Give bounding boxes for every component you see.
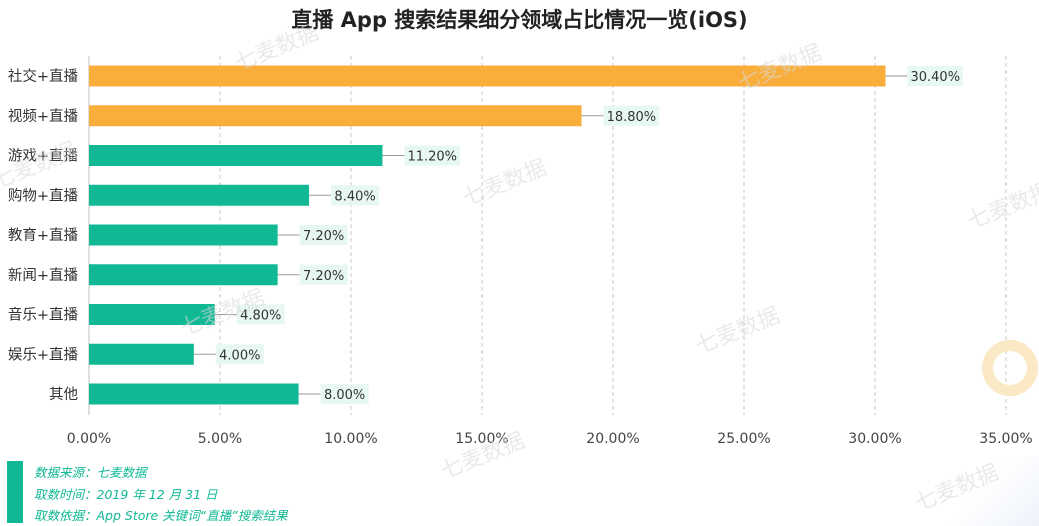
data-label: 8.00% [324,388,365,403]
data-label-bg [331,185,380,206]
x-tick-label: 15.00% [455,431,508,447]
data-label: 7.20% [303,269,344,284]
x-tick-label: 5.00% [198,431,242,447]
category-label: 教育+直播 [8,227,79,244]
data-label-bg [299,264,348,285]
bar [89,145,383,166]
category-label: 音乐+直播 [8,307,79,324]
data-label-bg [299,225,348,245]
category-label: 娱乐+直播 [8,346,79,363]
category-label: 社交+直播 [8,67,79,85]
bar [89,383,299,405]
x-tick-label: 10.00% [324,431,377,447]
data-label-bg [215,344,264,365]
footer-time: 取数时间：2019 年 12 月 31 日 [34,487,218,502]
decorative-corner [949,456,1039,526]
data-label-bg [404,145,461,166]
bar [89,184,310,206]
data-label: 18.80% [607,110,657,125]
x-tick-label: 0.00% [67,431,111,447]
x-tick-label: 25.00% [717,431,770,447]
category-label: 游戏+直播 [8,148,79,165]
data-label: 11.20% [407,150,457,165]
category-label: 新闻+直播 [8,267,79,284]
x-tick-label: 30.00% [848,431,901,447]
footer-accent-bar [7,461,23,523]
bar [89,304,215,325]
x-tick-label: 20.00% [586,431,639,447]
data-label: 4.80% [240,309,281,324]
category-label: 其他 [49,386,78,403]
data-label-bg [603,105,660,126]
data-label: 8.40% [334,189,375,204]
footer-source: 数据来源：七麦数据 [34,465,147,480]
decorative-ring [982,340,1038,396]
x-tick-label: 35.00% [979,431,1032,447]
data-label-bg [320,384,369,404]
data-label: 7.20% [303,229,344,244]
chart-title: 直播 App 搜索结果细分领域占比情况一览(iOS) [291,8,748,32]
data-label: 4.00% [219,348,260,363]
bar [89,343,194,365]
bar [89,65,886,87]
category-label: 视频+直播 [8,108,79,125]
data-label-bg [907,66,964,86]
bar [89,105,582,127]
data-label-bg [236,304,285,325]
bar [89,224,278,246]
footer-basis: 取数依据：App Store 关键词“直播”搜索结果 [34,508,288,523]
bar [89,264,278,286]
data-label: 30.40% [910,70,960,85]
category-label: 购物+直播 [8,187,79,204]
